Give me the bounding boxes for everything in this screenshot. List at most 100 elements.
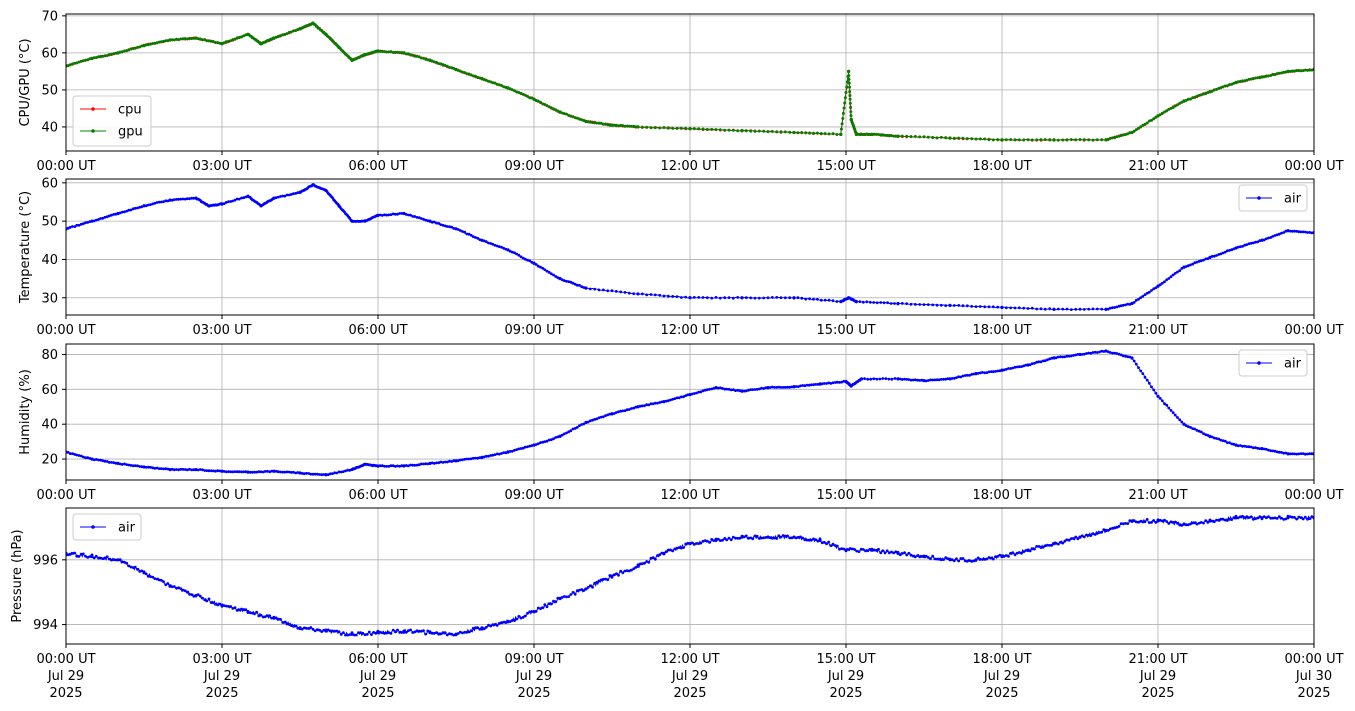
series-air-point bbox=[1241, 245, 1244, 248]
series-gpu-point bbox=[640, 126, 644, 129]
data-point bbox=[1234, 246, 1238, 250]
series-air-point bbox=[294, 471, 298, 475]
series-gpu-point bbox=[469, 73, 473, 77]
series-gpu-point bbox=[619, 123, 623, 127]
series-air-point bbox=[1009, 367, 1013, 370]
series-air-point bbox=[827, 540, 831, 544]
series-air-point bbox=[406, 213, 410, 217]
series-gpu-point bbox=[1171, 106, 1175, 109]
series-air-point bbox=[94, 458, 98, 461]
series-air-point bbox=[541, 266, 545, 270]
series-gpu-point bbox=[281, 33, 285, 37]
series-air-point bbox=[266, 614, 269, 617]
series-air-point bbox=[1061, 307, 1065, 311]
series-air-point bbox=[1065, 538, 1069, 542]
series-gpu-point bbox=[841, 117, 845, 120]
series-air-point bbox=[933, 557, 937, 561]
series-air-point bbox=[909, 378, 913, 382]
data-point bbox=[610, 123, 614, 127]
series-air-point bbox=[510, 449, 514, 453]
data-point bbox=[766, 385, 770, 390]
series-air-point bbox=[682, 546, 685, 549]
series-air-point bbox=[107, 461, 111, 464]
series-gpu-point bbox=[149, 42, 152, 46]
series-air-point bbox=[484, 625, 488, 629]
series-air-point bbox=[653, 557, 657, 561]
series-air-point bbox=[1007, 555, 1010, 558]
series-air-point bbox=[450, 460, 454, 463]
series-air-point bbox=[441, 223, 445, 227]
series-air-point bbox=[233, 470, 237, 473]
series-air-point bbox=[201, 468, 204, 472]
series-air-point bbox=[1202, 432, 1205, 435]
series-air-point bbox=[474, 236, 477, 239]
series-gpu-point bbox=[1100, 138, 1104, 142]
y-tick-label: 80 bbox=[41, 348, 58, 363]
series-air-point bbox=[547, 438, 551, 442]
series-air-point bbox=[1017, 551, 1021, 554]
series-air-point bbox=[649, 293, 653, 296]
series-air-point bbox=[1119, 353, 1123, 357]
data-point bbox=[376, 49, 380, 53]
series-gpu-point bbox=[697, 127, 701, 131]
series-air-point bbox=[827, 381, 831, 385]
data-point bbox=[1234, 80, 1238, 85]
y-axis-label: CPU/GPU (°C) bbox=[18, 38, 33, 126]
series-air-point bbox=[424, 632, 428, 636]
series-air-point bbox=[1165, 278, 1169, 282]
series-gpu-point bbox=[1256, 76, 1260, 79]
data-point bbox=[246, 32, 250, 36]
series-air-point bbox=[705, 539, 709, 543]
series-air-point bbox=[419, 462, 423, 466]
series-gpu-point bbox=[233, 38, 237, 41]
series-air-point bbox=[578, 284, 581, 287]
series-gpu-point bbox=[1069, 138, 1073, 142]
series-air-point bbox=[649, 556, 653, 560]
series-air-point bbox=[443, 631, 447, 635]
series-air-point bbox=[164, 199, 168, 203]
series-air-point bbox=[1163, 518, 1166, 522]
series-gpu-point bbox=[214, 41, 217, 44]
series-air-point bbox=[809, 538, 813, 542]
series-gpu-point bbox=[242, 34, 246, 38]
x-tick-label: 00:00 UT bbox=[36, 652, 95, 667]
series-air-point bbox=[998, 553, 1002, 557]
series-gpu-point bbox=[543, 103, 547, 106]
series-air-point bbox=[571, 281, 575, 285]
series-gpu-point bbox=[71, 62, 74, 66]
series-gpu-point bbox=[1219, 86, 1223, 89]
series-air-point bbox=[450, 225, 454, 229]
series-air-point bbox=[872, 301, 876, 304]
series-air-point bbox=[1271, 449, 1275, 453]
series-air-point bbox=[1243, 516, 1247, 519]
series-air-point bbox=[781, 386, 785, 389]
series-gpu-point bbox=[692, 127, 696, 130]
series-air-point bbox=[500, 621, 503, 625]
series-gpu-point bbox=[1065, 138, 1069, 142]
series-air-point bbox=[413, 630, 417, 634]
series-air-point bbox=[822, 540, 826, 544]
series-gpu-point bbox=[287, 30, 291, 34]
series-air-point bbox=[409, 213, 412, 217]
series-air-point bbox=[387, 631, 391, 634]
series-air-point bbox=[110, 558, 113, 562]
series-air-point bbox=[567, 595, 571, 598]
series-air-point bbox=[933, 378, 937, 382]
series-gpu-point bbox=[935, 136, 939, 140]
series-air-point bbox=[658, 293, 662, 297]
series-air-point bbox=[289, 471, 293, 474]
series-air-point bbox=[1195, 429, 1199, 432]
series-air-point bbox=[513, 448, 516, 452]
y-tick-label: 60 bbox=[41, 46, 58, 61]
series-air-point bbox=[697, 542, 701, 545]
series-gpu-point bbox=[595, 121, 599, 125]
series-gpu-point bbox=[632, 124, 636, 128]
series-air-point bbox=[478, 627, 482, 631]
series-air-point bbox=[731, 296, 735, 300]
series-gpu-point bbox=[536, 99, 540, 103]
series-air-point bbox=[1217, 437, 1221, 441]
data-point bbox=[1182, 422, 1186, 426]
series-gpu-point bbox=[207, 39, 211, 43]
series-gpu-point bbox=[389, 50, 393, 54]
